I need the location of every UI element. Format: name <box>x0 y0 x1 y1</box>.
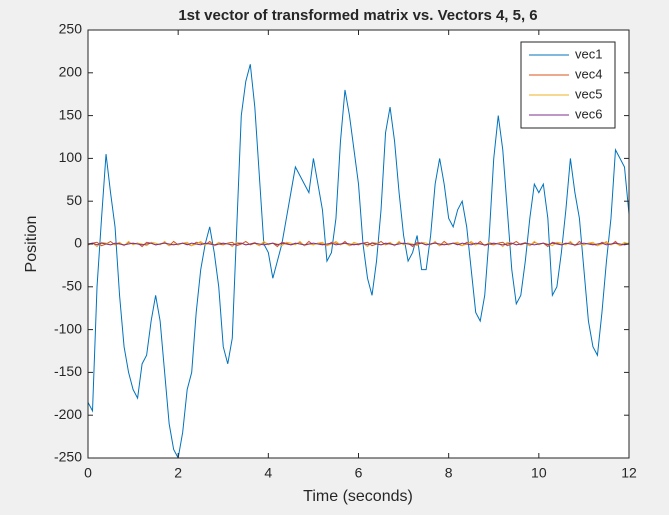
y-tick-label: -50 <box>62 278 82 294</box>
series-line <box>88 64 629 458</box>
y-tick-label: 100 <box>59 149 83 165</box>
series-line <box>88 242 629 246</box>
x-tick-label: 8 <box>445 465 453 481</box>
x-axis-label: Time (seconds) <box>303 488 413 505</box>
legend-label: vec4 <box>575 66 602 81</box>
y-tick-label: 250 <box>59 21 83 37</box>
y-tick-label: -200 <box>54 406 82 422</box>
legend-label: vec6 <box>575 106 602 121</box>
y-tick-label: -150 <box>54 363 82 379</box>
x-tick-label: 12 <box>621 465 637 481</box>
legend-label: vec5 <box>575 86 602 101</box>
x-tick-label: 4 <box>264 465 272 481</box>
y-tick-label: -100 <box>54 320 82 336</box>
legend: vec1 vec4 vec5 vec6 <box>520 41 616 129</box>
y-tick-label: 0 <box>74 235 82 251</box>
chart-title: 1st vector of transformed matrix vs. Vec… <box>178 7 537 24</box>
x-tick-label: 2 <box>174 465 182 481</box>
y-axis-label: Position <box>23 216 40 273</box>
y-tick-label: 200 <box>59 64 83 80</box>
legend-label: vec1 <box>575 46 602 61</box>
x-tick-label: 0 <box>84 465 92 481</box>
y-tick-label: 150 <box>59 106 83 122</box>
legend-box <box>520 41 616 129</box>
y-tick-label: -250 <box>54 449 82 465</box>
y-tick-label: 50 <box>66 192 82 208</box>
x-tick-label: 6 <box>355 465 363 481</box>
x-tick-label: 10 <box>531 465 547 481</box>
